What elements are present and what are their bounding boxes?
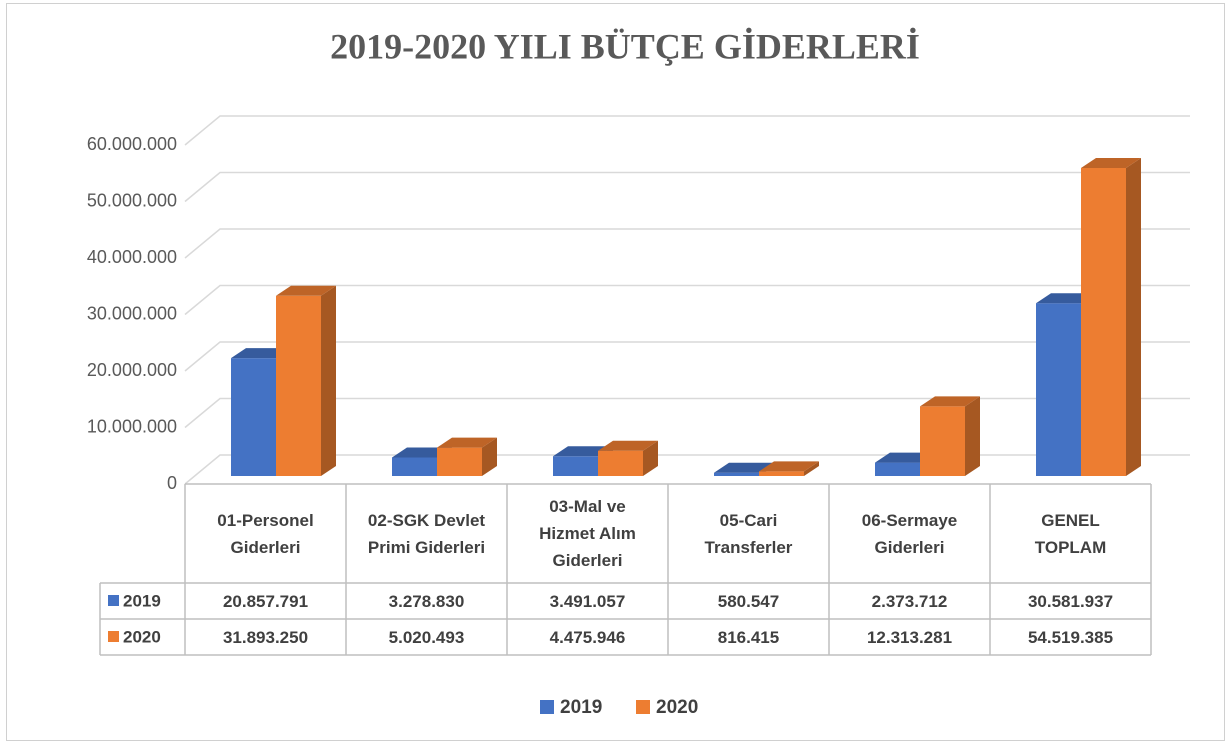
table-swatch [108,595,119,606]
bar [598,450,643,476]
bar-side [1126,157,1141,477]
table-value: 580.547 [717,591,780,611]
category-label: 01-Personel Giderleri [217,510,314,557]
bar-side [804,461,819,476]
table-value: 4.475.946 [549,627,626,647]
table-value: 20.857.791 [222,591,309,611]
table-series-name: 2020 [123,627,161,646]
bar-top [276,285,336,296]
grid-line [184,228,1190,259]
bar-top [714,462,774,473]
category-label: 06-Sermaye Giderleri [861,510,958,557]
grid-line [184,284,1190,316]
legend-label: 2019 [560,697,602,718]
bar [231,358,276,476]
bar-top [759,461,819,472]
bar [714,472,759,476]
table-value: 2.373.712 [871,591,948,611]
table-value: 54.519.385 [1027,627,1114,647]
bar [920,406,965,476]
y-tick-label: 50.000.000 [87,190,177,210]
category-label: GENEL TOPLAM [1034,510,1107,557]
y-tick-label: 10.000.000 [87,416,177,436]
bar [553,456,598,476]
grid-line [184,454,1190,485]
bar-side [965,396,980,476]
bar [437,447,482,476]
bar [1081,167,1126,477]
legend-swatch [540,700,554,714]
legend-label: 2020 [656,697,698,718]
bar [875,462,920,476]
legend-swatch [636,700,650,714]
table-swatch [108,631,119,642]
table-value: 12.313.281 [866,627,953,647]
grid-line [184,397,1190,429]
category-label: 03-Mal ve Hizmet Alım Giderleri [539,497,636,570]
chart-border [6,3,1225,741]
bar-top [1081,157,1141,168]
y-tick-label: 60.000.000 [87,134,177,154]
table-value: 31.893.250 [222,627,309,647]
bar-top [598,440,658,451]
table-series-name: 2019 [123,591,161,610]
y-tick-label: 40.000.000 [87,247,177,267]
grid-line [184,115,1190,146]
y-tick-label: 0 [167,473,177,493]
y-tick-label: 20.000.000 [87,360,177,380]
y-tick-label: 30.000.000 [87,303,177,323]
bar-side [482,437,497,476]
category-label: 02-SGK Devlet Primi Giderleri [367,510,486,557]
bar-side [321,285,336,476]
bar-top [920,396,980,407]
grid-line [184,341,1190,372]
table-value: 30.581.937 [1027,591,1114,611]
bar-top [437,437,497,448]
table-value: 3.491.057 [549,591,626,611]
bar [759,471,804,476]
grid-line [184,171,1190,203]
bar [1036,303,1081,476]
bar [276,295,321,476]
table-value: 5.020.493 [388,627,465,647]
chart-title: 2019-2020 YILI BÜTÇE GİDERLERİ [330,26,920,66]
category-label: 05-Cari Transferler [704,510,793,557]
table-value: 3.278.830 [388,591,465,611]
bar [392,457,437,476]
table-value: 816.415 [717,627,780,647]
bar-side [643,440,658,476]
